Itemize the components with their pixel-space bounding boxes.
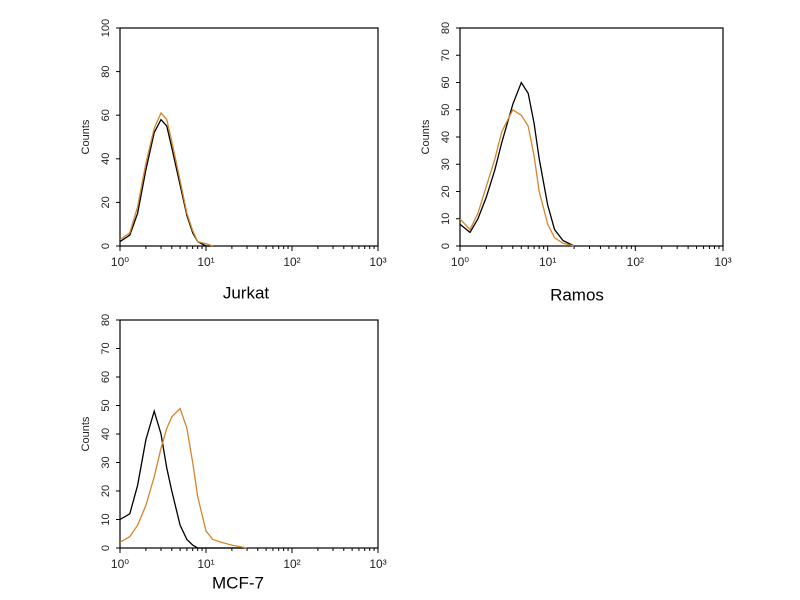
y-tick-label: 60 xyxy=(100,109,112,121)
y-tick-label: 80 xyxy=(440,22,452,34)
histogram-line xyxy=(119,111,214,247)
y-tick-label: 60 xyxy=(100,371,112,383)
y-tick-label: 80 xyxy=(100,314,112,326)
panel-title: Ramos xyxy=(550,285,604,304)
x-tick-label: 10⁰ xyxy=(451,255,469,269)
x-tick-label: 10⁰ xyxy=(111,255,129,269)
histogram-line xyxy=(119,407,248,549)
x-tick-label: 10¹ xyxy=(197,255,214,269)
y-tick-label: 40 xyxy=(100,153,112,165)
y-tick-label: 10 xyxy=(100,513,112,525)
panel-title: MCF-7 xyxy=(212,573,264,592)
y-tick-label: 20 xyxy=(100,196,112,208)
x-tick-label: 10³ xyxy=(369,557,386,571)
y-tick-label: 40 xyxy=(440,131,452,143)
x-tick-label: 10² xyxy=(283,557,300,571)
plot-frame xyxy=(119,319,379,549)
x-tick-label: 10³ xyxy=(714,255,731,269)
x-tick-label: 10² xyxy=(627,255,644,269)
y-tick-label: 0 xyxy=(440,243,452,249)
y-tick-label: 20 xyxy=(100,485,112,497)
y-tick-label: 10 xyxy=(440,213,452,225)
histogram-line xyxy=(459,108,575,247)
x-tick-label: 10⁰ xyxy=(111,557,129,571)
histogram-line xyxy=(119,408,247,549)
x-tick-label: 10¹ xyxy=(197,557,214,571)
y-axis-label: Counts xyxy=(80,119,92,154)
panel-title: Jurkat xyxy=(223,283,270,302)
y-tick-label: 40 xyxy=(100,428,112,440)
y-tick-label: 70 xyxy=(440,49,452,61)
y-tick-label: 30 xyxy=(100,456,112,468)
x-tick-label: 10¹ xyxy=(539,255,556,269)
y-tick-label: 70 xyxy=(100,342,112,354)
y-tick-label: 50 xyxy=(440,104,452,116)
y-tick-label: 0 xyxy=(100,243,112,249)
y-tick-label: 50 xyxy=(100,399,112,411)
y-tick-label: 0 xyxy=(100,545,112,551)
y-tick-label: 30 xyxy=(440,158,452,170)
x-tick-label: 10³ xyxy=(369,255,386,269)
plot-frame xyxy=(119,27,379,247)
x-tick-label: 10² xyxy=(283,255,300,269)
y-tick-label: 80 xyxy=(100,65,112,77)
y-tick-label: 100 xyxy=(100,19,112,37)
histogram-line xyxy=(459,81,575,247)
y-axis-label: Counts xyxy=(80,416,92,451)
plot-frame xyxy=(459,27,724,247)
y-tick-label: 60 xyxy=(440,76,452,88)
y-axis-label: Counts xyxy=(420,119,432,154)
histogram-line xyxy=(119,118,213,247)
y-tick-label: 20 xyxy=(440,185,452,197)
